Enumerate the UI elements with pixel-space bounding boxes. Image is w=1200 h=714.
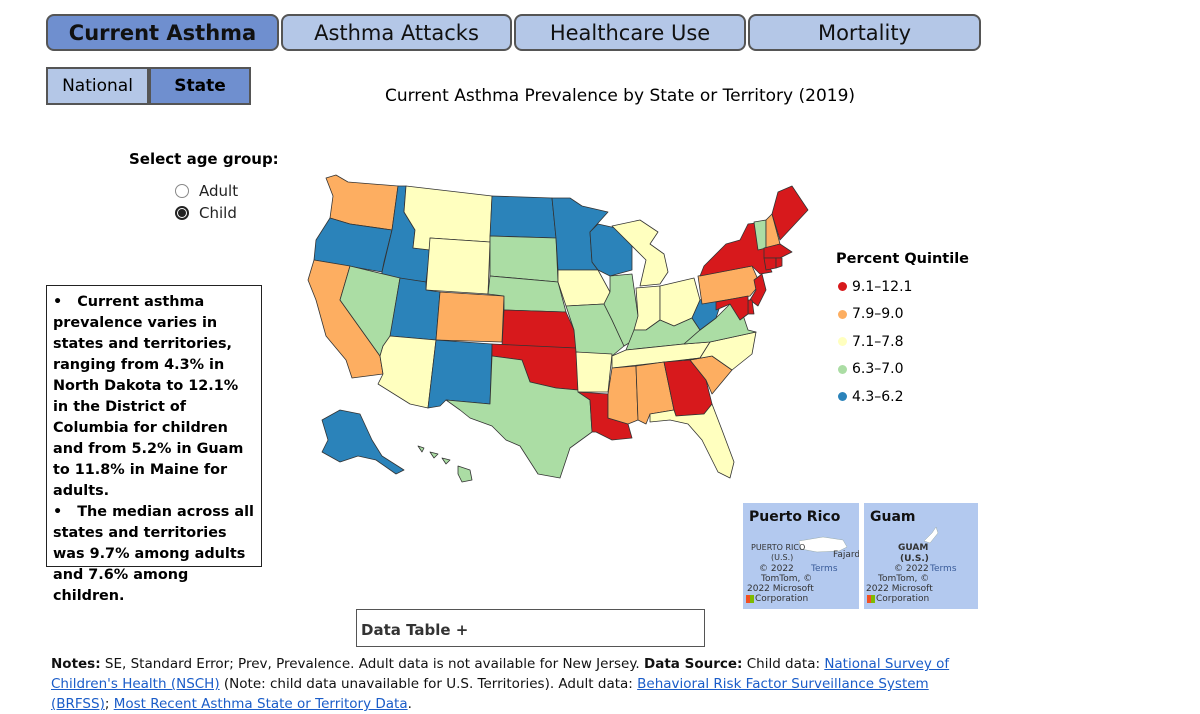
legend-label: 7.9–9.0 (852, 306, 904, 323)
radio-adult[interactable]: Adult (175, 182, 238, 200)
puerto-rico-inset[interactable]: Puerto Rico PUERTO RICO (U.S.) Fajard © … (743, 503, 859, 609)
recent-data-link[interactable]: Most Recent Asthma State or Territory Da… (113, 696, 408, 712)
state-FL[interactable] (649, 403, 735, 479)
state-NJ[interactable] (749, 273, 767, 307)
state-NC[interactable] (683, 331, 757, 371)
legend-item-1[interactable]: 9.1–12.1 (836, 273, 969, 301)
microsoft-logo-icon (746, 595, 754, 603)
puerto-rico-title: Puerto Rico (749, 509, 841, 525)
us-choropleth-map (307, 174, 809, 483)
state-TX[interactable] (445, 355, 593, 479)
radio-child[interactable]: Child (175, 204, 237, 222)
separator-text: ; (104, 696, 114, 712)
legend-title: Percent Quintile (836, 251, 969, 267)
radio-adult-label: Adult (199, 182, 239, 200)
radio-child-circle[interactable] (175, 206, 189, 220)
puerto-rico-place-label: PUERTO RICO (751, 543, 806, 552)
legend-label: 9.1–12.1 (852, 278, 913, 295)
notes-end: . (407, 696, 412, 712)
summary-point-1: • Current asthma prevalence varies in st… (53, 294, 244, 499)
guam-title: Guam (870, 509, 916, 525)
state-AZ[interactable] (377, 335, 437, 409)
state-ME[interactable] (771, 185, 809, 241)
age-group-label: Select age group: (129, 150, 279, 168)
legend-item-2[interactable]: 7.9–9.0 (836, 301, 969, 329)
legend-item-5[interactable]: 4.3–6.2 (836, 383, 969, 411)
state-AK[interactable] (321, 409, 405, 475)
guam-credit-3: 2022 Microsoft (866, 584, 933, 594)
guam-credit-4: Corporation (876, 594, 930, 604)
state-HI[interactable] (417, 445, 473, 483)
notes: Notes: SE, Standard Error; Prev, Prevale… (51, 654, 951, 714)
legend-label: 7.1–7.8 (852, 333, 904, 350)
state-MD[interactable] (715, 295, 749, 321)
notes-label: Notes: (51, 656, 101, 672)
microsoft-logo-icon (867, 595, 875, 603)
radio-adult-circle[interactable] (175, 184, 189, 198)
tab-asthma-attacks[interactable]: Asthma Attacks (281, 14, 512, 51)
puerto-rico-credit-3: 2022 Microsoft (747, 584, 814, 594)
summary-box: • Current asthma prevalence varies in st… (46, 285, 262, 604)
puerto-rico-sub-label: (U.S.) (771, 553, 794, 562)
guam-place-label: GUAM (898, 543, 929, 553)
notes-text: SE, Standard Error; Prev, Prevalence. Ad… (100, 656, 645, 672)
state-KS[interactable] (501, 309, 577, 349)
data-source-label: Data Source: (644, 656, 743, 672)
chart-title: Current Asthma Prevalence by State or Te… (384, 86, 856, 106)
state-CT[interactable] (763, 257, 777, 271)
state-MA[interactable] (763, 243, 793, 259)
state-RI[interactable] (775, 257, 783, 269)
child-note-text: (Note: child data unavailable for U.S. T… (219, 676, 638, 692)
puerto-rico-city-label: Fajard (833, 550, 859, 560)
tab-mortality[interactable]: Mortality (748, 14, 981, 51)
state-CO[interactable] (435, 291, 505, 343)
legend-label: 6.3–7.0 (852, 361, 904, 378)
subtab-national[interactable]: National (46, 67, 149, 105)
guam-island-shape (923, 526, 939, 544)
summary-point-2: • The median across all states and terri… (53, 504, 254, 604)
state-IL[interactable] (603, 273, 639, 347)
legend-item-4[interactable]: 6.3–7.0 (836, 356, 969, 384)
legend-swatch (838, 309, 847, 319)
subtab-state[interactable]: State (149, 67, 251, 105)
legend: Percent Quintile 9.1–12.1 7.9–9.0 7.1–7.… (836, 251, 969, 411)
legend-swatch (838, 282, 847, 292)
guam-sub-label: (U.S.) (900, 554, 929, 564)
summary-text-2: The median across all states and territo… (53, 504, 254, 604)
guam-credit-2: TomTom, © (878, 574, 930, 584)
state-IA[interactable] (557, 269, 611, 307)
guam-credit-1: © 2022 (894, 564, 929, 574)
state-ND[interactable] (489, 195, 557, 239)
state-MS[interactable] (607, 365, 639, 425)
legend-swatch (838, 337, 847, 347)
legend-swatch (838, 364, 847, 374)
puerto-rico-credit-2: TomTom, © (761, 574, 813, 584)
state-SD[interactable] (489, 235, 559, 283)
radio-child-label: Child (199, 204, 237, 222)
puerto-rico-island-shape (798, 536, 848, 553)
summary-text-1: Current asthma prevalence varies in stat… (53, 294, 244, 499)
state-AR[interactable] (575, 351, 613, 393)
brfss-link[interactable]: Behavioral Risk Factor Surveillance Syst… (51, 676, 929, 712)
guam-terms-link[interactable]: Terms (930, 564, 957, 574)
puerto-rico-credit-4: Corporation (755, 594, 809, 604)
state-MI[interactable] (611, 219, 669, 287)
guam-inset[interactable]: Guam GUAM (U.S.) © 2022 Terms TomTom, © … (864, 503, 978, 609)
puerto-rico-credit-1: © 2022 (759, 564, 794, 574)
tab-healthcare-use[interactable]: Healthcare Use (514, 14, 746, 51)
child-data-text: Child data: (742, 656, 825, 672)
legend-swatch (838, 392, 847, 402)
state-NM[interactable] (427, 339, 493, 409)
nsch-link[interactable]: National Survey of Children's Health (NS… (51, 656, 950, 692)
state-WI[interactable] (589, 223, 633, 277)
legend-item-3[interactable]: 7.1–7.8 (836, 328, 969, 356)
legend-label: 4.3–6.2 (852, 388, 904, 405)
tab-current-asthma[interactable]: Current Asthma (46, 14, 279, 51)
state-WY[interactable] (425, 237, 491, 295)
data-table-toggle[interactable]: Data Table + (356, 609, 705, 647)
puerto-rico-terms-link[interactable]: Terms (811, 564, 838, 574)
